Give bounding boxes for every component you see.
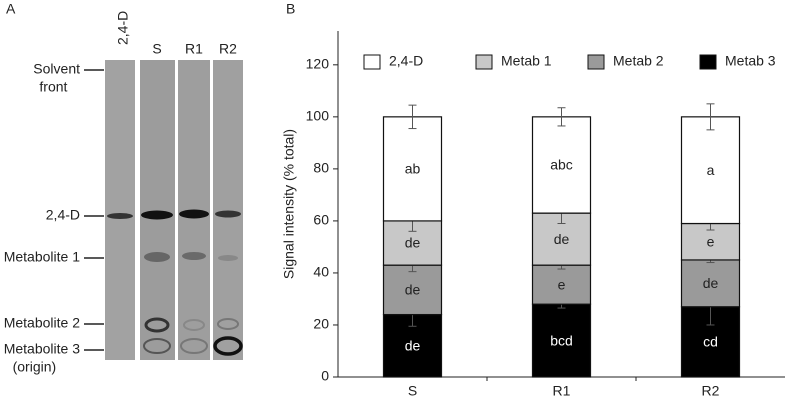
lane (105, 60, 135, 360)
significance-letter: bcd (550, 332, 573, 348)
bar-segment (531, 303, 592, 378)
band (213, 336, 243, 356)
bar-segment (382, 116, 443, 222)
panel-label: B (286, 1, 295, 17)
band-label: Metabolite 1 (4, 249, 80, 265)
bar-segment (680, 116, 741, 225)
band (141, 210, 173, 220)
x-tick-label: R1 (553, 383, 571, 399)
band-label: Metabolite 3 (4, 341, 80, 357)
lane (140, 60, 175, 360)
panel-label: A (6, 1, 16, 17)
lane-label: 2,4-D (115, 11, 131, 45)
band-label: (origin) (13, 359, 57, 375)
significance-letter: de (405, 337, 421, 353)
significance-letter: e (707, 233, 715, 249)
bar-segment (531, 116, 592, 214)
legend-swatch (699, 54, 717, 70)
significance-letter: de (405, 282, 421, 298)
significance-letter: de (405, 235, 421, 251)
band-label: Metabolite 2 (4, 315, 80, 331)
band (217, 318, 239, 330)
legend-label: 2,4-D (389, 53, 423, 69)
y-tick-label: 40 (313, 264, 329, 280)
band-label: Solvent (33, 61, 80, 77)
lane-label: R2 (219, 41, 237, 57)
bar-segment (531, 264, 592, 305)
legend-label: Metab 1 (501, 53, 552, 69)
band (179, 209, 209, 219)
band (144, 252, 170, 262)
lane (213, 60, 243, 360)
y-tick-label: 20 (313, 316, 329, 332)
bar-segment (382, 264, 443, 316)
y-tick-label: 120 (306, 56, 330, 72)
significance-letter: ab (405, 161, 421, 177)
band (143, 338, 171, 354)
band (107, 213, 133, 219)
legend-label: Metab 3 (725, 53, 776, 69)
legend-label: Metab 2 (613, 53, 664, 69)
band-label: front (39, 79, 67, 95)
significance-letter: cd (703, 334, 718, 350)
significance-letter: de (703, 275, 719, 291)
band (218, 255, 238, 261)
legend-swatch (587, 54, 605, 70)
y-tick-label: 0 (321, 368, 329, 384)
plot-area: 0 20 40 60 80 100 120 S R1 R2 de de de ab bcd e de abc cd d… (306, 31, 785, 399)
band (215, 210, 241, 218)
significance-letter: abc (550, 157, 573, 173)
significance-letter: a (707, 162, 715, 178)
lane-label: R1 (185, 41, 203, 57)
tlc-plate (105, 60, 243, 360)
y-axis-title: Signal intensity (% total) (281, 129, 297, 279)
band (144, 317, 170, 333)
band (183, 319, 205, 331)
band (182, 252, 206, 260)
band-label: 2,4-D (46, 207, 80, 223)
band (180, 338, 208, 354)
x-tick-label: S (408, 383, 417, 399)
legend-swatch (363, 54, 381, 70)
y-tick-label: 80 (313, 160, 329, 176)
legend-swatch (475, 54, 493, 70)
y-tick-label: 60 (313, 212, 329, 228)
significance-letter: e (558, 276, 566, 292)
y-tick-label: 100 (306, 108, 330, 124)
lane-label: S (152, 41, 161, 57)
significance-letter: de (554, 231, 570, 247)
x-tick-label: R2 (702, 383, 720, 399)
